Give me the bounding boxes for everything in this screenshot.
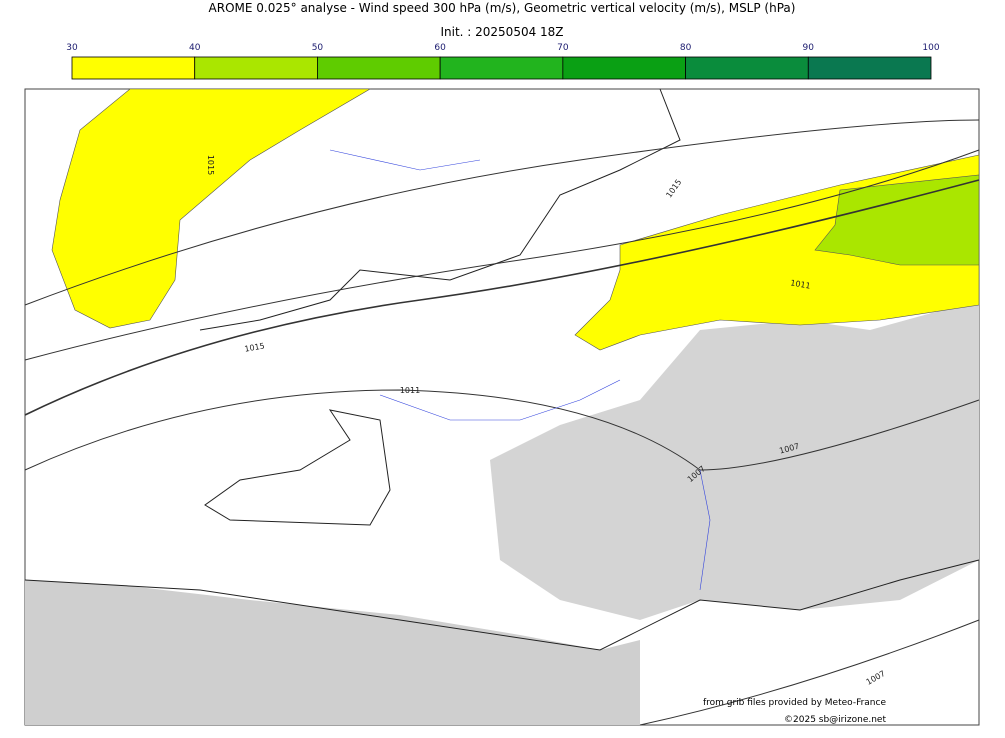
map-panel — [24, 88, 980, 726]
contour-label: 1011 — [400, 386, 420, 395]
colorbar-segment — [71, 56, 196, 80]
contour-label: 1015 — [244, 341, 266, 353]
contour-label: 1011 — [790, 278, 812, 290]
colorbar-tick-label: 70 — [557, 43, 569, 53]
colorbar: 30 40 50 60 70 80 90 100 — [66, 43, 940, 80]
colorbar-segment — [194, 56, 318, 80]
colorbar-tick-label: 30 — [66, 43, 78, 53]
wind-area — [51, 88, 372, 329]
isobars — [24, 119, 980, 726]
colorbar-tick-label: 40 — [189, 43, 201, 53]
coastlines — [24, 88, 980, 651]
colorbar-tick-label: 50 — [312, 43, 324, 53]
colorbar-segment — [317, 56, 441, 80]
colorbar-tick-label: 80 — [680, 43, 692, 53]
colorbar-tick-label: 100 — [922, 43, 939, 53]
contour-label: 1015 — [206, 155, 215, 175]
colorbar-segment — [685, 56, 809, 80]
init-time: Init. : 20250504 18Z — [440, 25, 563, 39]
rivers — [329, 149, 711, 591]
colorbar-tick-label: 60 — [434, 43, 446, 53]
colorbar-segment — [807, 56, 932, 80]
shaded-area — [490, 300, 979, 620]
colorbar-tick-label: 90 — [803, 43, 815, 53]
colorbar-segment — [439, 56, 564, 80]
credit: ©2025 sb@irizone.net — [784, 715, 886, 725]
title: AROME 0.025° analyse - Wind speed 300 hP… — [209, 1, 796, 15]
shaded-area — [25, 580, 640, 725]
credit: from grib files provided by Meteo-France — [703, 698, 886, 708]
colorbar-segment — [562, 56, 686, 80]
wind-area — [814, 174, 980, 266]
